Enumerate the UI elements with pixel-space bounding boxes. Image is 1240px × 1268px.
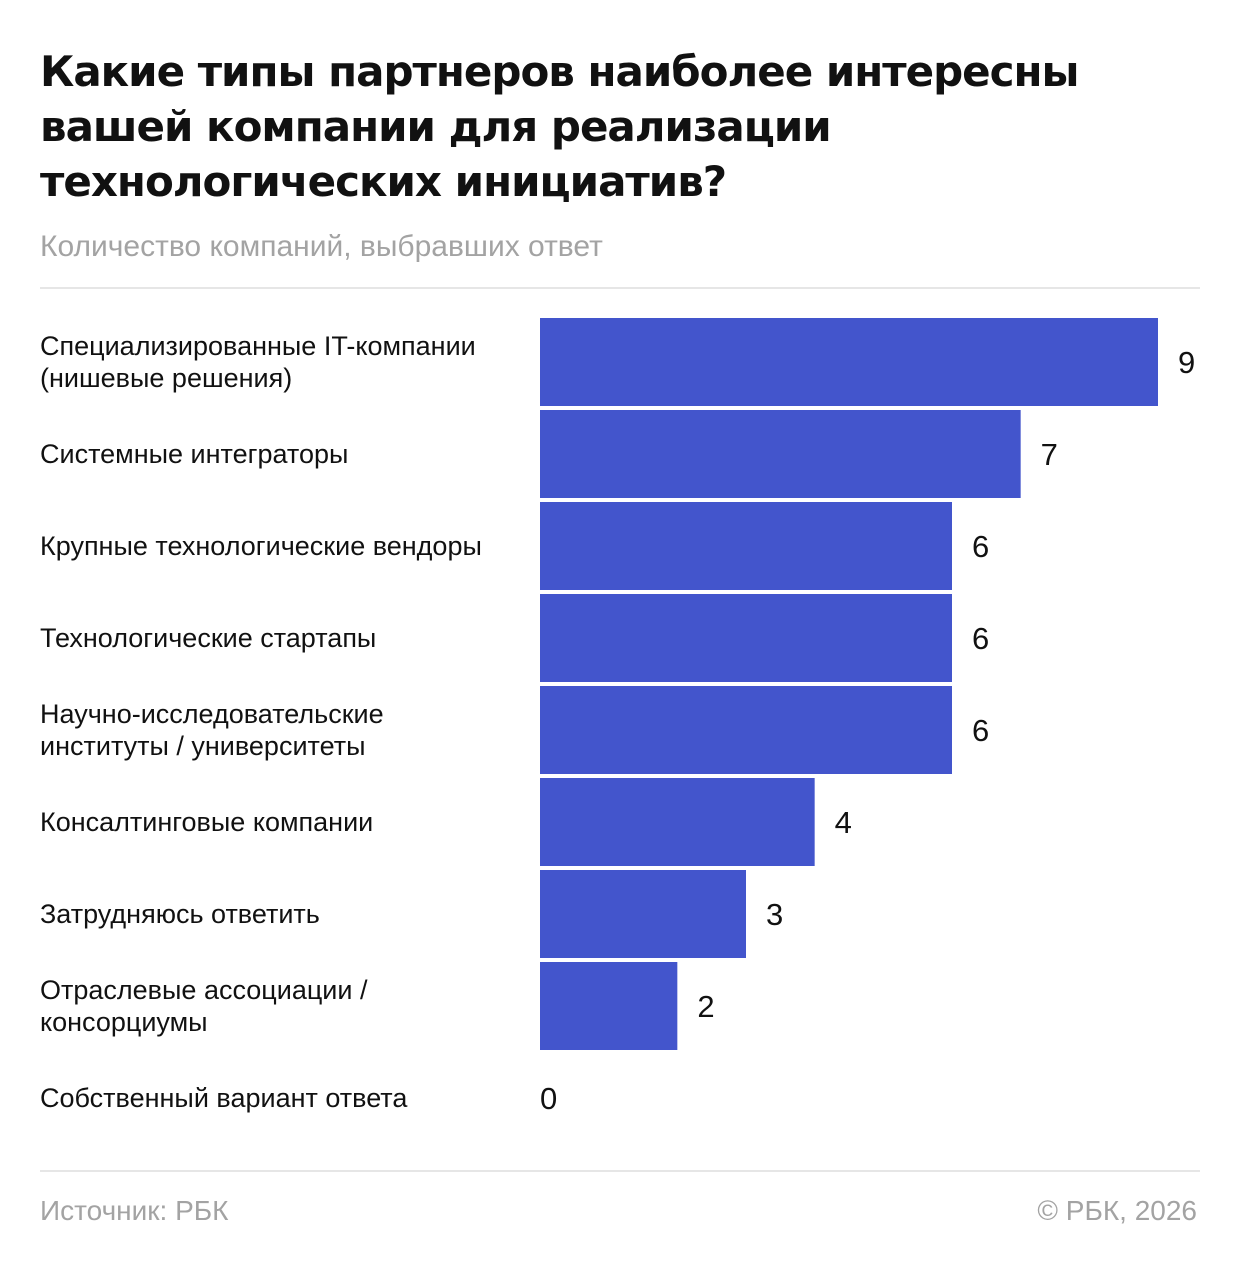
bar bbox=[540, 502, 952, 590]
copyright-note: © РБК, 2026 bbox=[1037, 1195, 1197, 1226]
bar bbox=[540, 318, 1158, 406]
category-label: Затрудняюсь ответить bbox=[40, 899, 320, 929]
category-label: Отраслевые ассоциации / консорциумы bbox=[40, 975, 368, 1037]
bar-row: Крупные технологические вендоры 6 bbox=[40, 502, 989, 590]
bar bbox=[540, 686, 952, 774]
category-label: Консалтинговые компании bbox=[40, 807, 373, 837]
bar bbox=[540, 594, 952, 682]
bar bbox=[540, 778, 815, 866]
source-note: Источник: РБК bbox=[40, 1195, 229, 1226]
value-label: 6 bbox=[972, 529, 989, 564]
value-label: 3 bbox=[766, 897, 783, 932]
value-label: 7 bbox=[1041, 437, 1058, 472]
value-label: 4 bbox=[835, 805, 852, 840]
bar-row: Специализированные IT-компании (нишевые р… bbox=[40, 318, 1195, 406]
bar-row: Собственный вариант ответа 0 bbox=[40, 1081, 557, 1116]
bar-row: Технологические стартапы 6 bbox=[40, 594, 989, 682]
category-label: Специализированные IT-компании (нишевые р… bbox=[40, 331, 476, 393]
value-label: 9 bbox=[1178, 345, 1195, 380]
bar bbox=[540, 870, 746, 958]
category-label: Технологические стартапы bbox=[40, 623, 376, 653]
bottom-divider bbox=[40, 1170, 1200, 1172]
value-label: 6 bbox=[972, 621, 989, 656]
bar bbox=[540, 410, 1021, 498]
bar-row: Консалтинговые компании 4 bbox=[40, 778, 852, 866]
category-label: Научно-исследовательские институты / унив… bbox=[40, 699, 384, 761]
bar-row: Затрудняюсь ответить 3 bbox=[40, 870, 783, 958]
bar bbox=[540, 962, 678, 1050]
bar-row: Научно-исследовательские институты / унив… bbox=[40, 686, 989, 774]
category-label: Системные интеграторы bbox=[40, 439, 348, 469]
bar-row: Системные интеграторы 7 bbox=[40, 410, 1058, 498]
chart-subtitle: Количество компаний, выбравших ответ bbox=[40, 230, 603, 263]
category-label: Крупные технологические вендоры bbox=[40, 531, 482, 561]
value-label: 6 bbox=[972, 713, 989, 748]
value-label: 2 bbox=[697, 989, 714, 1024]
bar-row: Отраслевые ассоциации / консорциумы 2 bbox=[40, 962, 715, 1050]
chart-title: Какие типы партнеров наиболее интересны … bbox=[40, 47, 1080, 206]
category-label: Собственный вариант ответа bbox=[40, 1083, 408, 1113]
top-divider bbox=[40, 287, 1200, 289]
value-label: 0 bbox=[540, 1081, 557, 1116]
